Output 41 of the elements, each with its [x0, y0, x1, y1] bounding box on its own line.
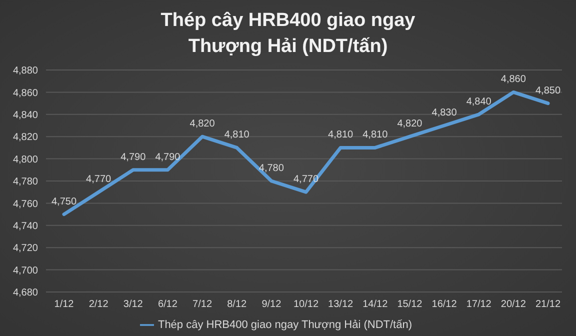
- data-label: 4,810: [224, 130, 250, 141]
- y-tick-label: 4,800: [12, 154, 38, 166]
- data-label: 4,810: [328, 130, 354, 141]
- y-tick-label: 4,860: [12, 88, 38, 99]
- x-tick-label: 3/12: [123, 299, 144, 310]
- x-tick-label: 13/12: [328, 299, 354, 310]
- x-tick-label: 14/12: [362, 299, 388, 310]
- x-tick-label: 20/12: [500, 299, 526, 310]
- y-tick-label: 4,880: [12, 66, 38, 77]
- data-label: 4,820: [190, 118, 216, 130]
- y-tick-label: 4,840: [12, 110, 38, 121]
- data-label: 4,790: [120, 152, 146, 163]
- data-label: 4,840: [466, 96, 492, 108]
- x-tick-label: 21/12: [535, 299, 561, 310]
- y-tick-label: 4,820: [12, 132, 38, 144]
- x-tick-label: 16/12: [432, 299, 458, 310]
- x-tick-label: 7/12: [192, 299, 212, 310]
- x-tick-label: 2/12: [88, 299, 109, 310]
- legend-label: Thép cây HRB400 giao ngay Thượng Hải (NDT/tấn): [158, 318, 412, 331]
- x-tick-label: 10/12: [293, 299, 319, 310]
- x-tick-label: 17/12: [466, 299, 492, 310]
- chart-title: Thép cây HRB400 giao ngay Thượng Hải (NDT/tấn): [160, 9, 416, 59]
- data-label: 4,850: [535, 85, 561, 96]
- x-tick-label: 15/12: [397, 299, 423, 310]
- data-label: 4,860: [500, 74, 526, 86]
- x-tick-label: 1/12: [54, 299, 74, 310]
- data-label: 4,830: [432, 108, 458, 118]
- data-label: 4,770: [86, 174, 112, 186]
- y-tick-label: 4,720: [12, 243, 38, 254]
- data-label: 4,790: [155, 152, 181, 163]
- y-tick-label: 4,780: [12, 176, 38, 188]
- x-tick-label: 8/12: [227, 299, 248, 310]
- y-tick-label: 4,740: [12, 220, 38, 232]
- y-tick-label: 4,700: [12, 265, 38, 276]
- y-tick-label: 4,680: [12, 288, 38, 299]
- y-tick-label: 4,760: [12, 198, 38, 210]
- data-label: 4,820: [397, 118, 423, 130]
- x-tick-label: 6/12: [158, 299, 178, 310]
- data-label: 4,750: [51, 196, 77, 208]
- x-tick-label: 9/12: [262, 299, 282, 310]
- data-label: 4,810: [362, 130, 388, 141]
